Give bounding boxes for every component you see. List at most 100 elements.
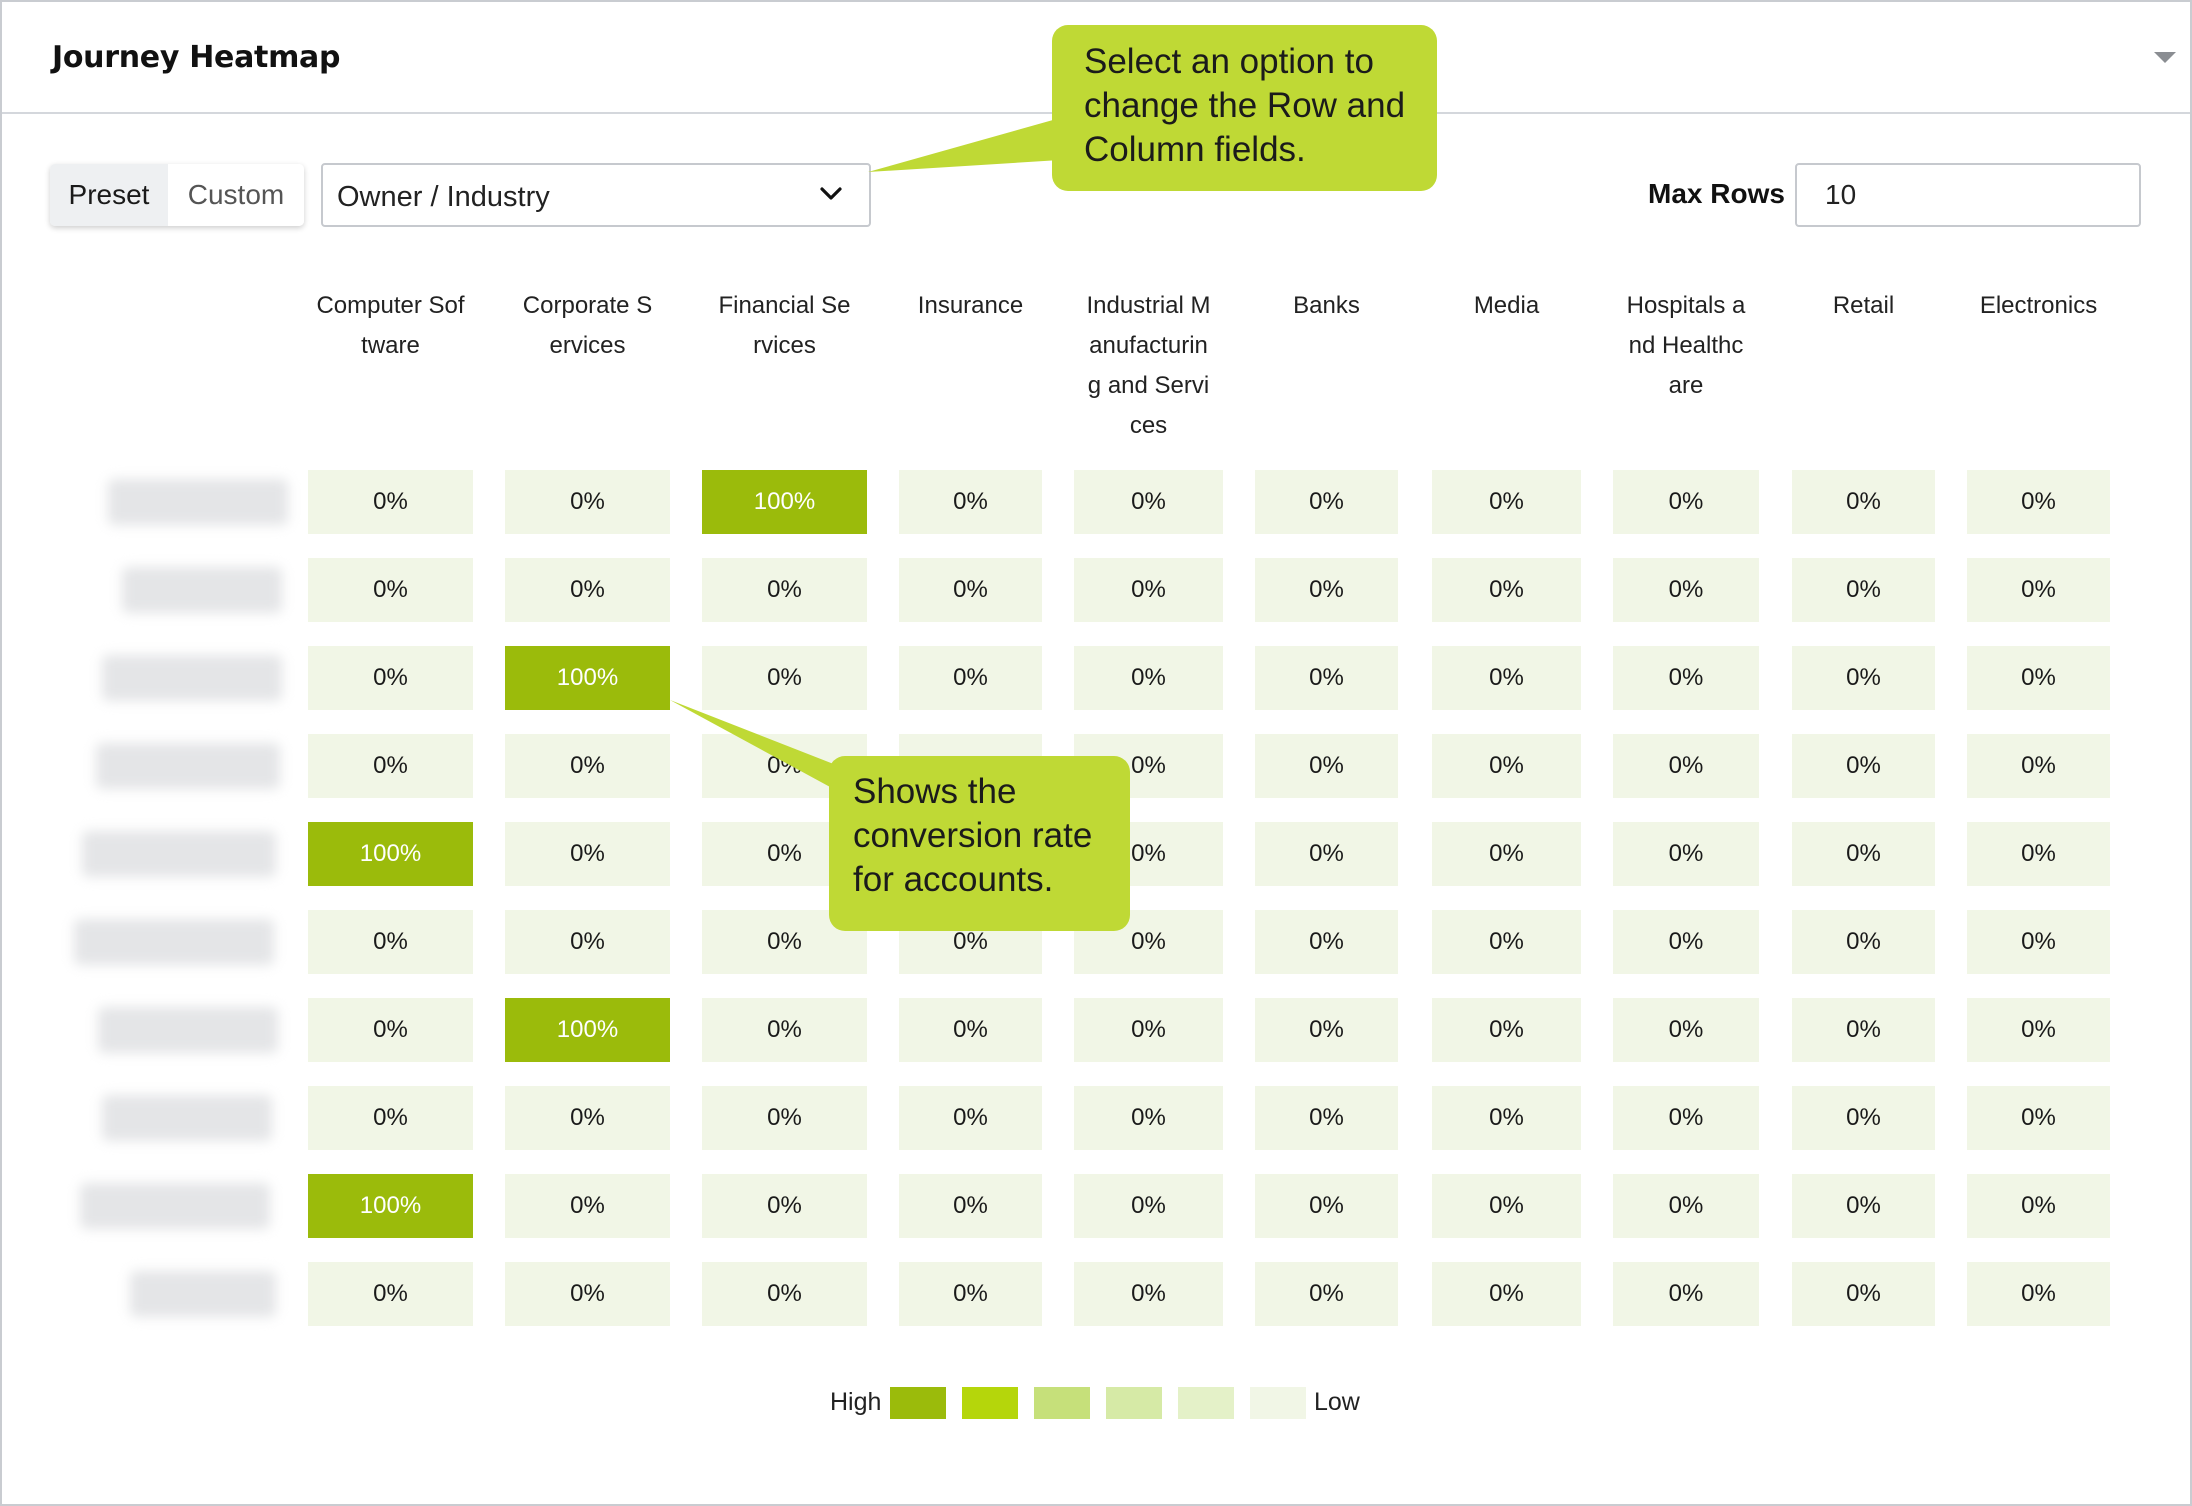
heatmap-cell[interactable]: 0% xyxy=(1792,1262,1935,1326)
heatmap-cell[interactable]: 0% xyxy=(1967,646,2110,710)
heatmap-cell[interactable]: 0% xyxy=(1255,910,1398,974)
heatmap-cell[interactable]: 0% xyxy=(1432,1262,1581,1326)
heatmap-cell[interactable]: 0% xyxy=(1074,646,1223,710)
heatmap-cell[interactable]: 0% xyxy=(308,910,473,974)
heatmap-cell[interactable]: 0% xyxy=(1432,470,1581,534)
heatmap-cell[interactable]: 0% xyxy=(1074,998,1223,1062)
heatmap-cell[interactable]: 0% xyxy=(1613,470,1759,534)
heatmap-cell[interactable]: 0% xyxy=(1613,998,1759,1062)
heatmap-cell[interactable]: 0% xyxy=(1255,470,1398,534)
heatmap-cell[interactable]: 0% xyxy=(1074,1262,1223,1326)
heatmap-cell[interactable]: 0% xyxy=(702,998,867,1062)
panel-title: Journey Heatmap xyxy=(52,40,341,75)
heatmap-cell[interactable]: 0% xyxy=(1792,998,1935,1062)
chevron-down-icon[interactable] xyxy=(2154,52,2176,63)
heatmap-cell[interactable]: 0% xyxy=(505,734,670,798)
heatmap-cell[interactable]: 0% xyxy=(1613,1086,1759,1150)
heatmap-cell[interactable]: 0% xyxy=(1792,910,1935,974)
heatmap-cell[interactable]: 0% xyxy=(702,1174,867,1238)
heatmap-cell[interactable]: 0% xyxy=(1967,734,2110,798)
max-rows-input[interactable] xyxy=(1795,163,2141,227)
heatmap-cell[interactable]: 0% xyxy=(702,646,867,710)
heatmap-cell[interactable]: 0% xyxy=(308,558,473,622)
heatmap-cell[interactable]: 0% xyxy=(1255,558,1398,622)
heatmap-cell[interactable]: 0% xyxy=(505,1086,670,1150)
heatmap-cell[interactable]: 0% xyxy=(505,1262,670,1326)
heatmap-cell[interactable]: 0% xyxy=(505,910,670,974)
heatmap-cell[interactable]: 0% xyxy=(1613,1174,1759,1238)
heatmap-cell[interactable]: 0% xyxy=(1074,470,1223,534)
heatmap-cell[interactable]: 0% xyxy=(1613,1262,1759,1326)
heatmap-cell[interactable]: 0% xyxy=(308,470,473,534)
heatmap-cell[interactable]: 0% xyxy=(899,1262,1042,1326)
heatmap-cell[interactable]: 0% xyxy=(1432,1086,1581,1150)
heatmap-cell[interactable]: 100% xyxy=(702,470,867,534)
heatmap-cell[interactable]: 0% xyxy=(1432,646,1581,710)
heatmap-cell[interactable]: 0% xyxy=(1613,734,1759,798)
heatmap-cell[interactable]: 0% xyxy=(1967,822,2110,886)
heatmap-cell[interactable]: 0% xyxy=(1792,822,1935,886)
heatmap-cell[interactable]: 0% xyxy=(505,1174,670,1238)
heatmap-cell[interactable]: 0% xyxy=(702,558,867,622)
column-header: Retail xyxy=(1832,292,1895,319)
heatmap-cell[interactable]: 100% xyxy=(308,1174,473,1238)
heatmap-cell[interactable]: 0% xyxy=(505,822,670,886)
heatmap-cell[interactable]: 0% xyxy=(1792,558,1935,622)
heatmap-cell[interactable]: 0% xyxy=(308,734,473,798)
heatmap-cell[interactable]: 0% xyxy=(1432,734,1581,798)
heatmap-cell[interactable]: 0% xyxy=(1074,1086,1223,1150)
heatmap-cell[interactable]: 100% xyxy=(505,646,670,710)
heatmap-cell[interactable]: 0% xyxy=(1967,998,2110,1062)
heatmap-cell[interactable]: 0% xyxy=(1255,998,1398,1062)
heatmap-cell[interactable]: 0% xyxy=(1432,558,1581,622)
heatmap-cell[interactable]: 0% xyxy=(1967,1086,2110,1150)
heatmap-cell[interactable]: 0% xyxy=(1967,910,2110,974)
heatmap-cell[interactable]: 0% xyxy=(1613,558,1759,622)
heatmap-cell[interactable]: 0% xyxy=(308,646,473,710)
heatmap-cell[interactable]: 0% xyxy=(1967,1262,2110,1326)
heatmap-cell[interactable]: 0% xyxy=(1613,822,1759,886)
custom-button[interactable]: Custom xyxy=(168,164,304,226)
heatmap-cell[interactable]: 0% xyxy=(505,470,670,534)
heatmap-cell[interactable]: 0% xyxy=(1432,998,1581,1062)
heatmap-cell[interactable]: 0% xyxy=(1255,1086,1398,1150)
preset-button[interactable]: Preset xyxy=(50,164,168,226)
heatmap-cell[interactable]: 100% xyxy=(505,998,670,1062)
heatmap-cell[interactable]: 0% xyxy=(899,1086,1042,1150)
heatmap-cell[interactable]: 0% xyxy=(1074,1174,1223,1238)
heatmap-cell[interactable]: 0% xyxy=(1432,822,1581,886)
row-column-select[interactable]: Owner / Industry xyxy=(321,163,871,227)
heatmap-cell[interactable]: 0% xyxy=(899,470,1042,534)
heatmap-cell[interactable]: 0% xyxy=(1432,1174,1581,1238)
heatmap-cell[interactable]: 0% xyxy=(1255,1174,1398,1238)
heatmap-cell[interactable]: 0% xyxy=(1792,470,1935,534)
heatmap-cell[interactable]: 0% xyxy=(505,558,670,622)
row-label-redacted xyxy=(82,831,276,877)
heatmap-cell[interactable]: 0% xyxy=(1967,1174,2110,1238)
heatmap-cell[interactable]: 0% xyxy=(1792,1086,1935,1150)
heatmap-cell[interactable]: 0% xyxy=(702,1262,867,1326)
heatmap-cell[interactable]: 0% xyxy=(1967,558,2110,622)
heatmap-cell[interactable]: 0% xyxy=(1792,646,1935,710)
heatmap-cell[interactable]: 0% xyxy=(1792,1174,1935,1238)
heatmap-cell[interactable]: 0% xyxy=(1074,558,1223,622)
heatmap-cell[interactable]: 0% xyxy=(899,1174,1042,1238)
heatmap-cell[interactable]: 100% xyxy=(308,822,473,886)
heatmap-cell[interactable]: 0% xyxy=(1255,734,1398,798)
heatmap-cell[interactable]: 0% xyxy=(308,1262,473,1326)
heatmap-cell[interactable]: 0% xyxy=(899,646,1042,710)
heatmap-cell[interactable]: 0% xyxy=(1792,734,1935,798)
heatmap-cell[interactable]: 0% xyxy=(1255,822,1398,886)
heatmap-cell[interactable]: 0% xyxy=(1255,1262,1398,1326)
heatmap-cell[interactable]: 0% xyxy=(899,558,1042,622)
legend-swatch xyxy=(890,1387,946,1419)
heatmap-cell[interactable]: 0% xyxy=(702,1086,867,1150)
heatmap-cell[interactable]: 0% xyxy=(1432,910,1581,974)
heatmap-cell[interactable]: 0% xyxy=(1613,646,1759,710)
heatmap-cell[interactable]: 0% xyxy=(308,998,473,1062)
heatmap-cell[interactable]: 0% xyxy=(1255,646,1398,710)
heatmap-cell[interactable]: 0% xyxy=(899,998,1042,1062)
heatmap-cell[interactable]: 0% xyxy=(1613,910,1759,974)
heatmap-cell[interactable]: 0% xyxy=(308,1086,473,1150)
heatmap-cell[interactable]: 0% xyxy=(1967,470,2110,534)
